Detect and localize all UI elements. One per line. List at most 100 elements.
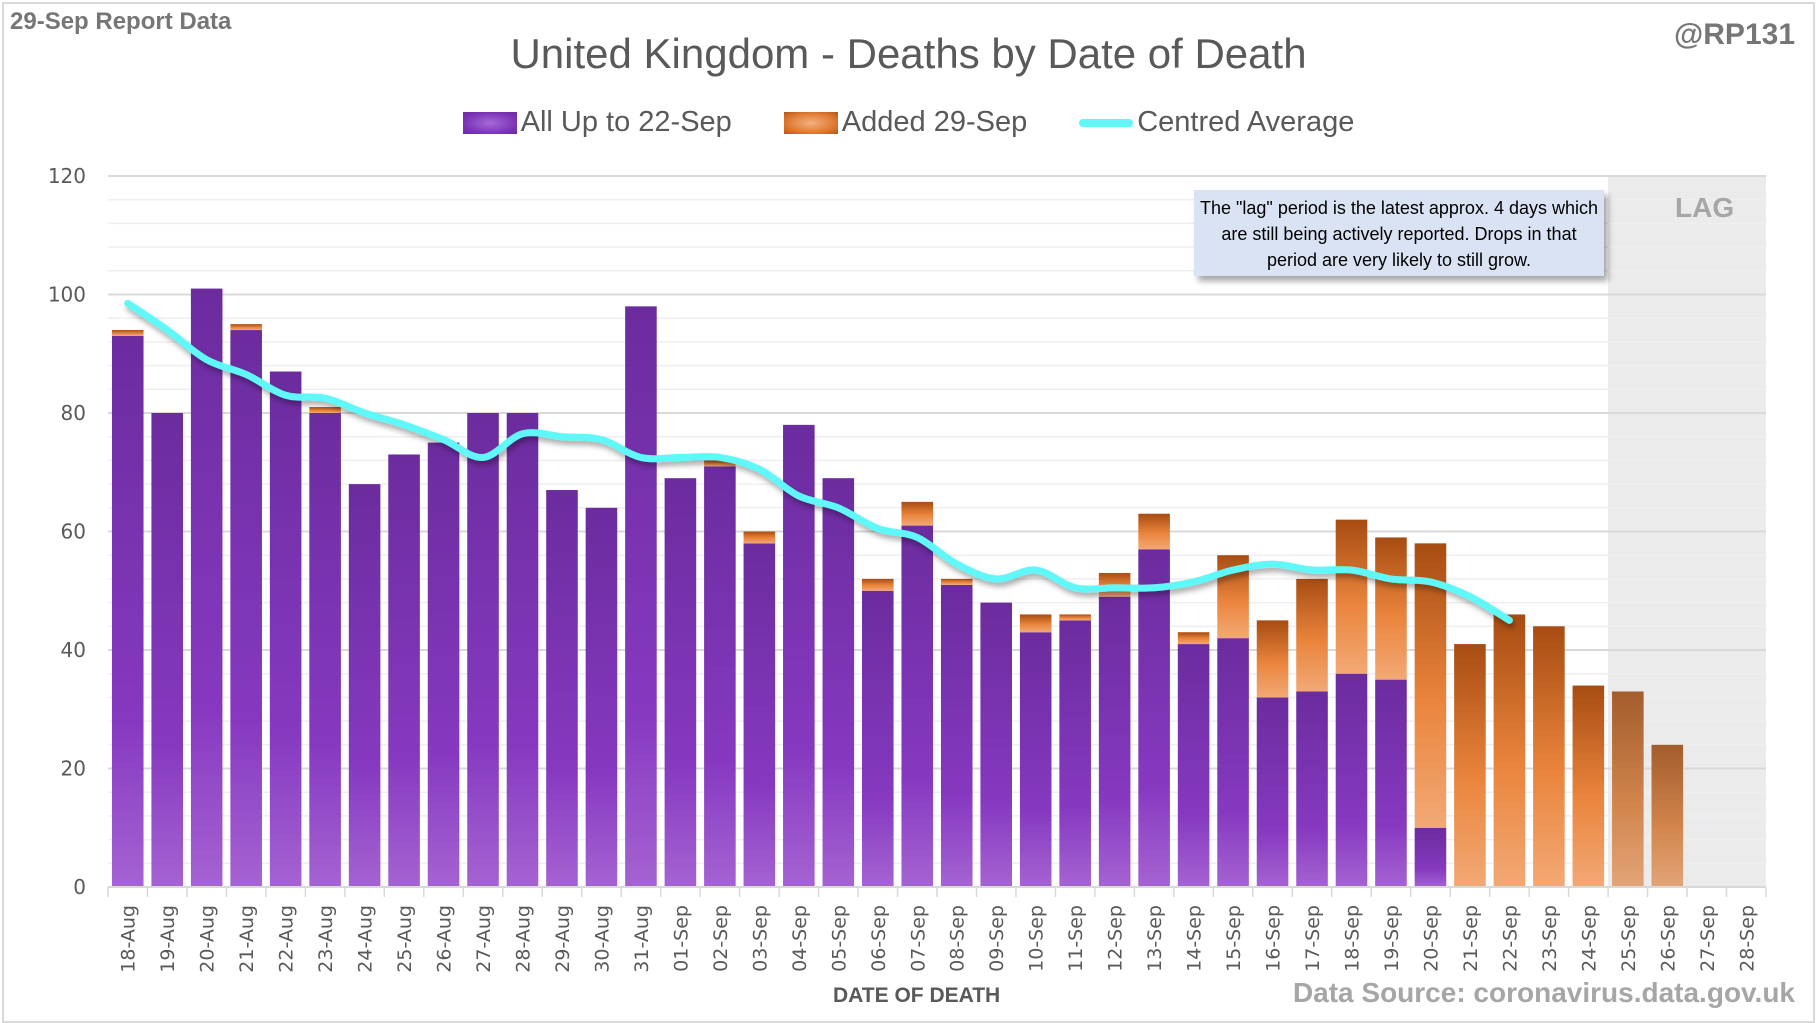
- centred-average-line: [124, 299, 1513, 624]
- x-tick-label: 21-Aug: [236, 905, 258, 973]
- lag-label: LAG: [1675, 192, 1735, 223]
- bar-all-up-to: [1059, 620, 1091, 887]
- legend: All Up to 22-Sep Added 29-Sep Centred Av…: [0, 106, 1817, 139]
- bar-added: [1375, 537, 1407, 680]
- bar-added: [1414, 543, 1447, 828]
- legend-label: All Up to 22-Sep: [520, 106, 732, 138]
- x-tick-label: 13-Sep: [1144, 905, 1166, 972]
- x-tick-label: 11-Sep: [1065, 905, 1087, 972]
- bar-all-up-to: [467, 413, 499, 887]
- bar-all-up-to: [1098, 596, 1131, 887]
- bar-all-up-to: [388, 454, 420, 887]
- bar-all-up-to: [901, 525, 934, 887]
- x-tick-label: 20-Sep: [1420, 905, 1442, 972]
- x-axis-title: DATE OF DEATH: [833, 984, 1001, 1007]
- bar-all-up-to: [269, 371, 302, 887]
- bar-added: [1533, 626, 1565, 887]
- x-tick-label: 10-Sep: [1026, 905, 1048, 972]
- x-tick-label: 04-Sep: [789, 905, 811, 972]
- bar-all-up-to: [1138, 549, 1170, 887]
- x-tick-label: 29-Aug: [552, 905, 574, 973]
- x-tick-label: 26-Sep: [1657, 905, 1679, 972]
- x-tick-label: 02-Sep: [710, 905, 732, 972]
- x-tick-label: 22-Sep: [1499, 905, 1521, 972]
- x-tick-label: 17-Sep: [1302, 905, 1324, 972]
- legend-item-added: Added 29-Sep: [783, 106, 1028, 139]
- y-tick-label: 40: [61, 638, 86, 662]
- x-tick-label: 24-Sep: [1578, 905, 1600, 972]
- bar-added: [861, 578, 894, 591]
- bar-all-up-to: [506, 413, 539, 887]
- lag-note-callout: The "lag" period is the latest approx. 4…: [1194, 190, 1604, 276]
- bar-all-up-to: [1256, 697, 1289, 887]
- bar-all-up-to: [1335, 673, 1368, 887]
- x-tick-label: 12-Sep: [1105, 905, 1127, 972]
- x-tick-label: 19-Sep: [1381, 905, 1403, 972]
- x-tick-label: 15-Sep: [1223, 905, 1245, 972]
- x-tick-label: 25-Aug: [394, 905, 416, 973]
- x-tick-label: 21-Sep: [1460, 905, 1482, 972]
- legend-swatch-line: [1079, 118, 1134, 127]
- legend-item-all-up-to: All Up to 22-Sep: [462, 106, 732, 139]
- bar-added: [1454, 644, 1486, 887]
- bar-added: [111, 330, 144, 336]
- report-date-label: 29-Sep Report Data: [10, 8, 232, 35]
- bar-all-up-to: [861, 590, 894, 887]
- bar-all-up-to: [625, 306, 657, 888]
- x-tick-label: 05-Sep: [828, 905, 850, 972]
- bar-added: [1572, 685, 1605, 887]
- x-tick-label: 27-Sep: [1697, 905, 1719, 972]
- legend-label: Added 29-Sep: [841, 106, 1028, 138]
- bar-all-up-to: [309, 413, 341, 887]
- bar-added: [1493, 614, 1526, 887]
- bar-added: [704, 460, 736, 467]
- x-tick-label: 03-Sep: [749, 905, 771, 972]
- bar-added: [1335, 519, 1368, 674]
- x-tick-label: 18-Aug: [118, 905, 140, 973]
- bar-added: [901, 501, 934, 526]
- bar-all-up-to: [743, 543, 776, 887]
- bar-added: [940, 578, 973, 585]
- x-tick-label: 14-Sep: [1184, 905, 1206, 972]
- bar-all-up-to: [1177, 644, 1210, 887]
- bar-all-up-to: [980, 602, 1013, 887]
- bar-all-up-to: [1217, 638, 1249, 887]
- x-tick-label: 18-Sep: [1342, 905, 1364, 972]
- x-tick-label: 27-Aug: [473, 905, 495, 973]
- x-tick-label: 16-Sep: [1263, 905, 1285, 972]
- bar-all-up-to: [190, 288, 223, 887]
- bar-all-up-to: [111, 335, 144, 888]
- x-tick-label: 28-Sep: [1736, 905, 1758, 972]
- bar-added: [1612, 691, 1644, 887]
- y-tick-label: 0: [73, 875, 86, 899]
- bar-all-up-to: [1019, 632, 1052, 887]
- y-tick-label: 60: [61, 520, 86, 544]
- bar-all-up-to: [1375, 679, 1407, 887]
- bar-added: [1177, 632, 1210, 645]
- x-tick-label: 20-Aug: [197, 905, 219, 973]
- bar-all-up-to: [348, 484, 381, 887]
- x-tick-label: 31-Aug: [631, 905, 653, 973]
- x-tick-label: 19-Aug: [157, 905, 179, 973]
- bar-all-up-to: [1296, 691, 1328, 887]
- x-tick-label: 07-Sep: [907, 905, 929, 972]
- y-tick-label: 100: [48, 283, 86, 307]
- x-tick-label: 25-Sep: [1618, 905, 1640, 972]
- bar-all-up-to: [585, 507, 618, 887]
- bar-all-up-to: [230, 330, 262, 887]
- x-tick-label: 24-Aug: [355, 905, 377, 973]
- bar-added: [1296, 578, 1328, 692]
- x-tick-label: 28-Aug: [513, 905, 535, 973]
- bar-added: [230, 324, 262, 331]
- x-tick-label: 22-Aug: [276, 905, 298, 973]
- x-tick-label: 23-Sep: [1539, 905, 1561, 972]
- data-source: Data Source: coronavirus.data.gov.uk: [1292, 977, 1795, 1008]
- bar-all-up-to: [546, 490, 578, 887]
- bar-added: [309, 407, 341, 413]
- x-tick-label: 08-Sep: [947, 905, 969, 972]
- legend-swatch-orange: [783, 111, 838, 134]
- bar-added: [1059, 614, 1091, 621]
- author-handle: @RP131: [1674, 18, 1795, 51]
- bar-all-up-to: [427, 442, 460, 887]
